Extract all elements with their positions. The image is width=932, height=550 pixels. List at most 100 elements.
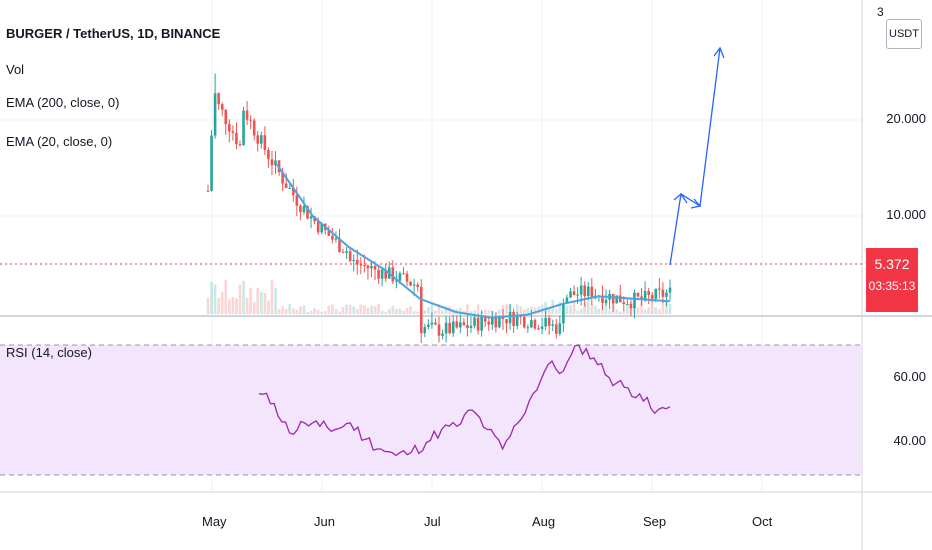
- volume-bar: [558, 301, 562, 314]
- candle-body: [665, 292, 668, 297]
- volume-bar: [327, 305, 331, 314]
- volume-bar: [658, 309, 661, 314]
- rsi-band: [0, 345, 862, 475]
- candle-body: [423, 327, 427, 334]
- volume-bar: [352, 306, 356, 314]
- candle-body: [668, 287, 672, 293]
- candle-body: [352, 259, 356, 262]
- candle-body: [391, 267, 395, 282]
- volume-bar: [437, 304, 441, 314]
- indicator-ema-200[interactable]: EMA (200, close, 0): [6, 95, 120, 110]
- candle-body: [455, 321, 459, 328]
- month-aug: Aug: [532, 514, 556, 529]
- volume-bar: [299, 306, 302, 314]
- volume-bar: [252, 301, 256, 314]
- candle-body: [338, 238, 341, 252]
- candle-body: [643, 291, 647, 300]
- volume-bar: [594, 305, 597, 314]
- candle-body: [252, 120, 256, 136]
- candle-body: [320, 223, 324, 233]
- candle-body: [512, 311, 515, 326]
- candle-body: [377, 269, 380, 279]
- volume-bar: [235, 298, 238, 314]
- volume-bar: [274, 287, 277, 314]
- volume-bar: [395, 308, 398, 314]
- candle-body: [586, 286, 590, 297]
- volume-bar: [601, 308, 604, 314]
- candle-body: [316, 221, 320, 233]
- volume-bar: [654, 307, 658, 314]
- volume-bar: [405, 307, 409, 314]
- candle-body: [544, 317, 547, 327]
- volume-bar: [245, 298, 249, 314]
- symbol-title[interactable]: BURGER / TetherUS, 1D, BINANCE: [6, 26, 221, 41]
- candle-body: [459, 322, 462, 328]
- volume-bar: [302, 305, 306, 314]
- candle-body: [444, 322, 448, 334]
- volume-bar: [206, 297, 210, 314]
- volume-bar: [220, 291, 224, 314]
- volume-bar: [409, 306, 412, 314]
- rsi-tick-60: 60.00: [893, 369, 926, 384]
- volume-bar: [466, 304, 469, 314]
- volume-bar: [370, 305, 373, 314]
- volume-bar: [270, 279, 274, 314]
- candle-body: [291, 187, 295, 196]
- candle-body: [526, 327, 530, 329]
- candle-body: [412, 284, 416, 286]
- volume-bar: [430, 304, 434, 314]
- currency-unit-button[interactable]: USDT: [886, 19, 922, 49]
- candle-body: [299, 205, 302, 213]
- volume-bar: [590, 303, 594, 314]
- candle-body: [341, 251, 345, 253]
- volume-bar: [459, 307, 462, 314]
- candle-body: [640, 296, 643, 300]
- volume-bar: [622, 310, 626, 314]
- candle-body: [498, 316, 501, 328]
- volume-bar: [260, 291, 263, 314]
- volume-bars: [206, 279, 672, 314]
- volume-bar: [643, 309, 647, 314]
- volume-bar: [391, 306, 395, 314]
- candle-body: [398, 273, 402, 281]
- volume-bar: [473, 310, 476, 314]
- volume-bar: [384, 311, 387, 314]
- month-may: May: [202, 514, 227, 529]
- volume-bar: [242, 280, 245, 314]
- month-oct: Oct: [752, 514, 773, 529]
- candle-body: [451, 321, 455, 334]
- indicator-vol[interactable]: Vol: [6, 62, 25, 77]
- candle-body: [263, 135, 267, 151]
- candle-body: [583, 285, 587, 297]
- volume-bar: [338, 311, 341, 314]
- volume-bar: [238, 284, 242, 314]
- volume-bar: [263, 293, 267, 314]
- volume-bar: [469, 311, 473, 314]
- candle-body: [345, 251, 348, 253]
- candle-body: [405, 273, 409, 282]
- candle-body: [210, 135, 213, 191]
- candle-body: [554, 324, 558, 334]
- current-price-badge: 5.372 03:35:13: [866, 248, 918, 312]
- candle-body: [533, 320, 537, 329]
- volume-bar: [537, 306, 540, 314]
- volume-bar: [334, 309, 338, 314]
- volume-bar: [341, 307, 345, 314]
- candle-body: [615, 295, 618, 304]
- candle-body: [331, 235, 334, 240]
- price-tick-20: 20.000: [886, 111, 926, 126]
- indicator-ema-20[interactable]: EMA (20, close, 0): [6, 134, 113, 149]
- volume-bar: [533, 307, 537, 314]
- volume-bar: [366, 307, 370, 314]
- projection-arrow[interactable]: [669, 46, 725, 266]
- volume-bar: [313, 308, 316, 314]
- price-axis-top-tick: 3: [877, 5, 884, 19]
- volume-bar: [576, 310, 579, 314]
- volume-bar: [476, 304, 480, 314]
- price-tick-10: 10.000: [886, 207, 926, 222]
- candle-body: [206, 190, 210, 192]
- volume-bar: [640, 301, 643, 314]
- indicator-rsi[interactable]: RSI (14, close): [6, 345, 92, 360]
